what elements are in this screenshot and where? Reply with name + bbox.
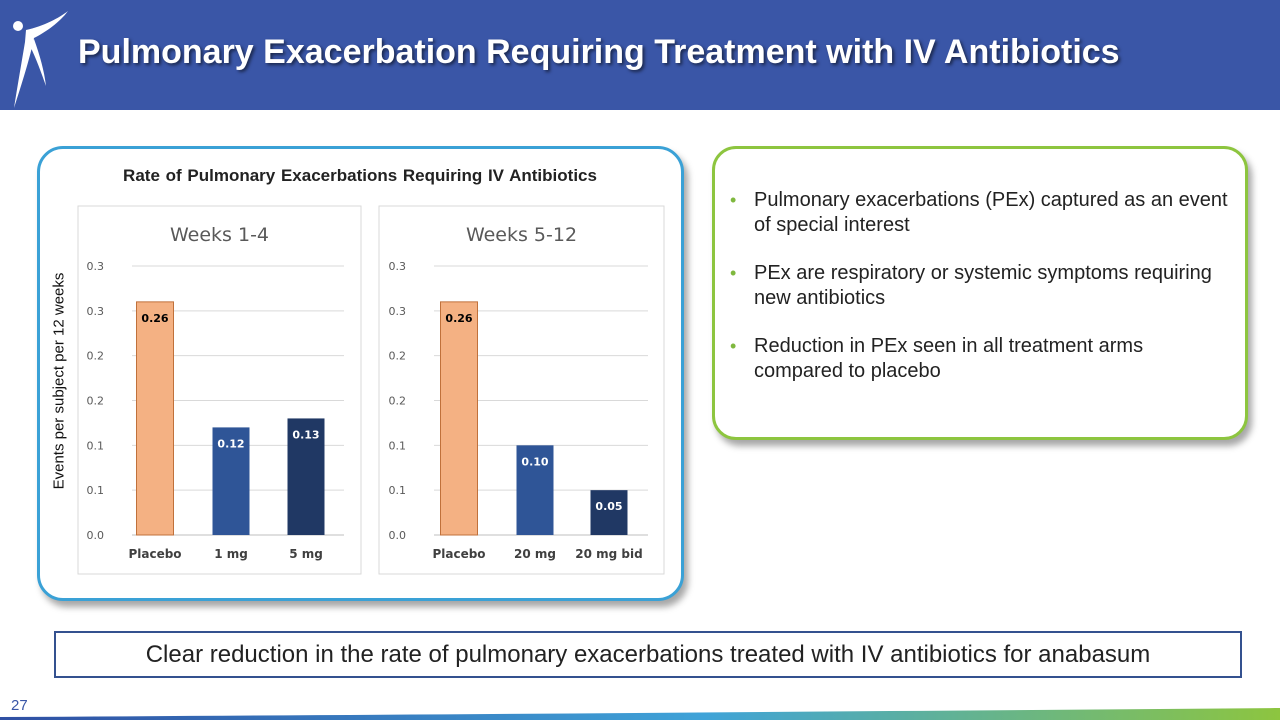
y-tick-label: 0.1: [87, 484, 105, 497]
bar-value-label: 0.26: [445, 312, 472, 325]
chart-title: Weeks 1-4: [170, 224, 269, 246]
x-tick-label: 1 mg: [214, 547, 248, 561]
x-tick-label: Placebo: [432, 547, 485, 561]
footer-gradient-bar: [0, 708, 1280, 720]
bullet-dot-icon: •: [730, 336, 737, 356]
y-tick-label: 0.3: [87, 305, 105, 318]
bar-value-label: 0.13: [292, 428, 319, 441]
bar: [516, 445, 554, 535]
bar-value-label: 0.10: [521, 455, 548, 468]
bullet-dot-icon: •: [730, 263, 737, 283]
y-tick-label: 0.1: [87, 439, 105, 452]
y-tick-label: 0.1: [389, 484, 407, 497]
bullet-item: • PEx are respiratory or systemic symptom…: [730, 261, 1230, 311]
bullet-dot-icon: •: [730, 190, 737, 210]
bullet-text: PEx are respiratory or systemic symptoms…: [754, 262, 1212, 309]
y-tick-label: 0.3: [389, 260, 407, 273]
x-tick-label: 5 mg: [289, 547, 323, 561]
chart-panel-title: Rate of Pulmonary Exacerbations Requirin…: [123, 166, 597, 185]
slide-title: Pulmonary Exacerbation Requiring Treatme…: [78, 33, 1120, 71]
y-tick-label: 0.1: [389, 439, 407, 452]
bar-value-label: 0.12: [217, 437, 244, 450]
x-tick-label: Placebo: [128, 547, 181, 561]
bullet-item: • Reduction in PEx seen in all treatment …: [730, 334, 1230, 384]
y-tick-label: 0.3: [389, 305, 407, 318]
conclusion-callout: Clear reduction in the rate of pulmonary…: [54, 631, 1242, 678]
x-tick-label: 20 mg bid: [575, 547, 642, 561]
bar-value-label: 0.26: [141, 312, 168, 325]
bar: [287, 418, 325, 535]
y-tick-label: 0.2: [389, 350, 407, 363]
x-tick-label: 20 mg: [514, 547, 556, 561]
bullet-item: • Pulmonary exacerbations (PEx) captured …: [730, 188, 1230, 238]
slide-header: Pulmonary Exacerbation Requiring Treatme…: [0, 0, 1280, 110]
y-tick-label: 0.2: [87, 350, 105, 363]
bullet-list: • Pulmonary exacerbations (PEx) captured …: [730, 188, 1230, 407]
bar: [136, 301, 174, 536]
bar: [212, 427, 250, 535]
bar: [590, 490, 628, 535]
bullets-panel: [712, 146, 1248, 440]
y-tick-label: 0.2: [87, 395, 105, 408]
bar-value-label: 0.05: [595, 500, 622, 513]
y-tick-label: 0.0: [87, 529, 105, 542]
bullet-text: Reduction in PEx seen in all treatment a…: [754, 335, 1144, 382]
bar: [440, 301, 478, 536]
company-logo-icon: [13, 11, 68, 108]
bullet-text: Pulmonary exacerbations (PEx) captured a…: [754, 189, 1228, 236]
y-tick-label: 0.3: [87, 260, 105, 273]
page-number: 27: [11, 697, 28, 714]
y-tick-label: 0.2: [389, 395, 407, 408]
chart-title: Weeks 5-12: [466, 224, 577, 246]
y-tick-label: 0.0: [389, 529, 407, 542]
